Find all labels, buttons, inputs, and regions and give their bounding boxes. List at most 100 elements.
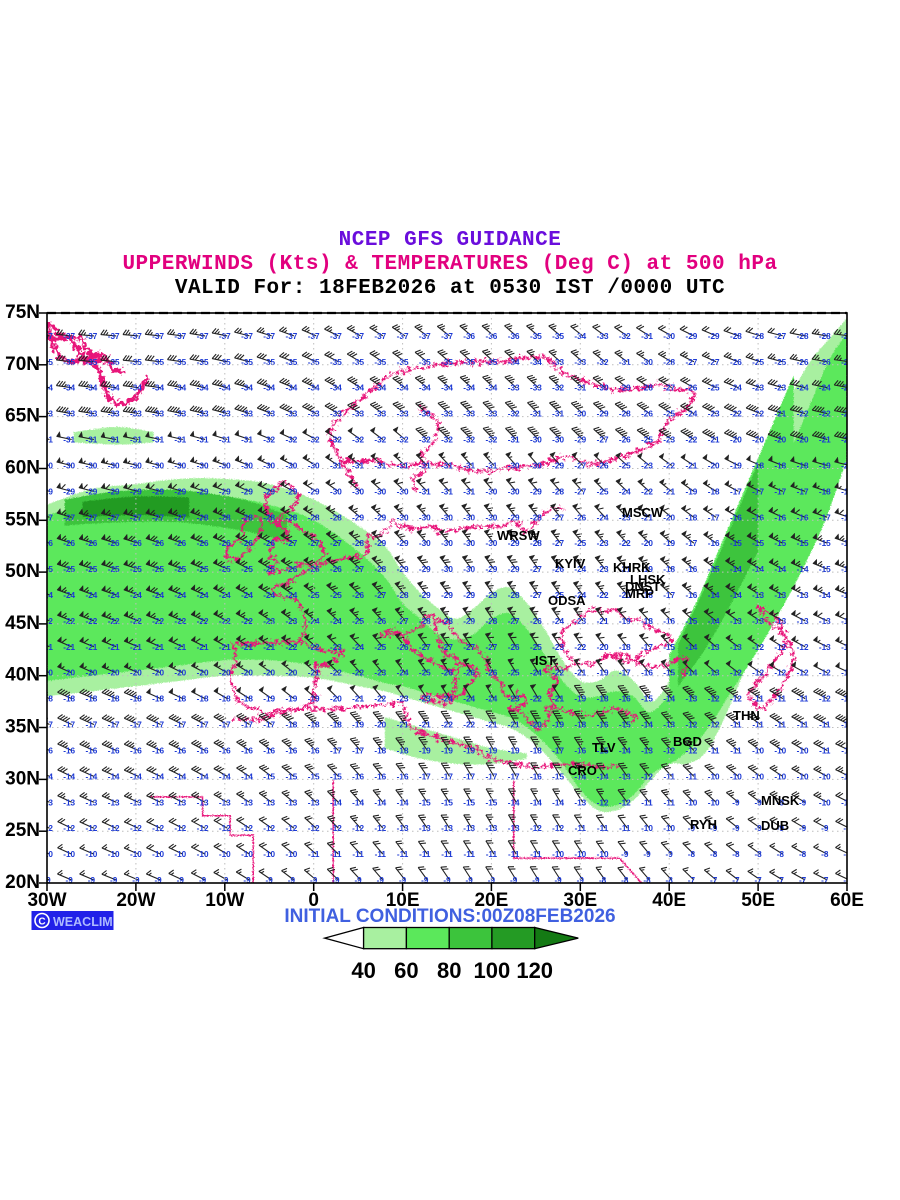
svg-text:-29: -29: [441, 591, 453, 600]
svg-text:BGD: BGD: [673, 734, 702, 749]
svg-text:-35: -35: [552, 332, 564, 341]
svg-text:-12: -12: [819, 695, 831, 704]
svg-text:-9: -9: [643, 850, 651, 859]
svg-text:-22: -22: [174, 617, 186, 626]
svg-text:-35: -35: [241, 358, 253, 367]
svg-text:-35: -35: [174, 358, 186, 367]
svg-text:-12: -12: [797, 643, 809, 652]
svg-text:40N: 40N: [5, 665, 40, 686]
svg-text:-30: -30: [508, 462, 520, 471]
svg-text:45N: 45N: [5, 613, 40, 634]
svg-text:-37: -37: [285, 332, 297, 341]
svg-text:-15: -15: [463, 798, 475, 807]
svg-text:-34: -34: [352, 384, 364, 393]
svg-text:-13: -13: [819, 617, 831, 626]
svg-text:-10: -10: [685, 798, 697, 807]
svg-text:-20: -20: [530, 721, 542, 730]
svg-text:-30: -30: [285, 462, 297, 471]
svg-text:-25: -25: [108, 565, 120, 574]
svg-text:-27: -27: [708, 358, 720, 367]
svg-text:-13: -13: [308, 798, 320, 807]
svg-text:-14: -14: [708, 591, 720, 600]
svg-text:-16: -16: [285, 747, 297, 756]
svg-text:-20: -20: [641, 539, 653, 548]
svg-text:-17: -17: [152, 721, 164, 730]
svg-text:-8: -8: [754, 850, 762, 859]
svg-text:-17: -17: [730, 487, 742, 496]
svg-text:-30: -30: [530, 462, 542, 471]
svg-text:INITIAL CONDITIONS:00Z08FEB20: INITIAL CONDITIONS:00Z08FEB2026: [284, 906, 615, 927]
svg-text:-22: -22: [685, 436, 697, 445]
svg-text:-33: -33: [108, 410, 120, 419]
svg-text:-36: -36: [508, 332, 520, 341]
svg-text:-33: -33: [263, 410, 275, 419]
svg-text:-30: -30: [485, 513, 497, 522]
svg-text:-27: -27: [774, 332, 786, 341]
svg-text:C: C: [38, 916, 45, 927]
svg-text:-19: -19: [685, 487, 697, 496]
svg-text:-29: -29: [619, 384, 631, 393]
svg-text:-11: -11: [641, 798, 653, 807]
svg-text:-21: -21: [552, 695, 564, 704]
svg-text:-13: -13: [508, 824, 520, 833]
svg-text:-30: -30: [441, 513, 453, 522]
svg-text:-16: -16: [374, 772, 386, 781]
svg-text:-26: -26: [574, 513, 586, 522]
svg-text:-31: -31: [641, 332, 653, 341]
svg-text:-34: -34: [441, 384, 453, 393]
svg-text:-20: -20: [241, 669, 253, 678]
svg-text:-20: -20: [285, 669, 297, 678]
svg-text:25N: 25N: [5, 820, 40, 841]
svg-text:-17: -17: [774, 487, 786, 496]
svg-text:-10: -10: [819, 798, 831, 807]
svg-text:-10: -10: [797, 747, 809, 756]
svg-text:-13: -13: [641, 747, 653, 756]
svg-text:-32: -32: [463, 436, 475, 445]
svg-text:-33: -33: [85, 410, 97, 419]
svg-text:-18: -18: [241, 695, 253, 704]
svg-text:-12: -12: [708, 721, 720, 730]
svg-text:-13: -13: [219, 798, 231, 807]
svg-text:-13: -13: [441, 824, 453, 833]
svg-text:-31: -31: [419, 487, 431, 496]
svg-text:-19: -19: [730, 462, 742, 471]
svg-text:-27: -27: [552, 539, 564, 548]
svg-text:-26: -26: [619, 436, 631, 445]
svg-text:-30: -30: [330, 487, 342, 496]
svg-text:-21: -21: [263, 643, 275, 652]
svg-text:-25: -25: [597, 487, 609, 496]
svg-text:-28: -28: [330, 513, 342, 522]
svg-text:-29: -29: [685, 332, 697, 341]
svg-text:-24: -24: [285, 591, 297, 600]
svg-text:-11: -11: [730, 747, 742, 756]
svg-text:-21: -21: [152, 643, 164, 652]
svg-text:-16: -16: [597, 721, 609, 730]
svg-text:-18: -18: [152, 695, 164, 704]
svg-text:-23: -23: [597, 565, 609, 574]
svg-text:-24: -24: [63, 591, 75, 600]
svg-text:-22: -22: [819, 410, 831, 419]
svg-text:-15: -15: [774, 539, 786, 548]
svg-text:-32: -32: [508, 410, 520, 419]
svg-text:-10: -10: [797, 772, 809, 781]
svg-text:-28: -28: [241, 513, 253, 522]
svg-text:-22: -22: [241, 617, 253, 626]
svg-text:-24: -24: [241, 591, 253, 600]
svg-text:-34: -34: [330, 384, 342, 393]
svg-text:-8: -8: [732, 850, 740, 859]
svg-text:40: 40: [351, 958, 375, 983]
svg-text:-33: -33: [63, 410, 75, 419]
svg-text:-10: -10: [285, 850, 297, 859]
svg-text:DUB: DUB: [761, 818, 789, 833]
svg-text:-26: -26: [108, 539, 120, 548]
svg-text:-23: -23: [263, 617, 275, 626]
svg-text:-29: -29: [152, 487, 164, 496]
svg-text:-30: -30: [174, 462, 186, 471]
svg-text:-18: -18: [330, 721, 342, 730]
svg-text:-35: -35: [419, 358, 431, 367]
svg-text:-11: -11: [797, 721, 809, 730]
svg-text:-34: -34: [85, 384, 97, 393]
svg-text:-27: -27: [174, 513, 186, 522]
svg-text:-27: -27: [63, 513, 75, 522]
svg-text:-15: -15: [708, 565, 720, 574]
